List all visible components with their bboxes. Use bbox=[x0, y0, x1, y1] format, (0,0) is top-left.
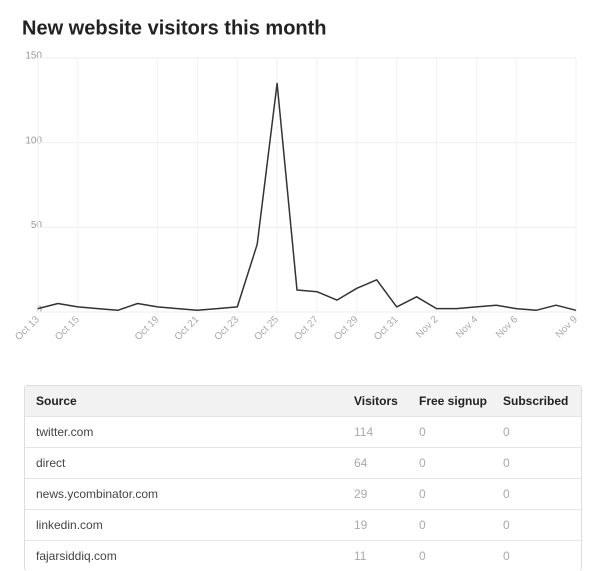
table-cell: 0 bbox=[503, 425, 510, 439]
x-tick-label: Oct 13 bbox=[13, 314, 42, 343]
column-header: Source bbox=[36, 394, 77, 408]
table-cell: 0 bbox=[503, 456, 510, 470]
table-header: Source Visitors Free signup Subscribed bbox=[25, 386, 581, 416]
table-row: twitter.com 114 0 0 bbox=[25, 416, 581, 447]
table-cell: 0 bbox=[419, 487, 426, 501]
x-tick-label: Oct 31 bbox=[372, 314, 401, 343]
table-cell: news.ycombinator.com bbox=[36, 487, 159, 501]
table-cell: 0 bbox=[419, 518, 426, 532]
table-cell: 114 bbox=[354, 425, 374, 439]
table-cell: linkedin.com bbox=[36, 518, 103, 532]
x-tick-label: Nov 4 bbox=[454, 314, 481, 341]
table-row: direct 64 0 0 bbox=[25, 447, 581, 478]
column-header: Free signup bbox=[419, 394, 488, 408]
x-tick-label: Oct 15 bbox=[53, 314, 82, 343]
x-tick-label: Oct 29 bbox=[332, 314, 361, 343]
y-tick-label: 150 bbox=[25, 51, 42, 62]
y-tick-label: 50 bbox=[31, 220, 43, 231]
x-tick-label: Nov 6 bbox=[494, 314, 521, 341]
table-cell: 0 bbox=[503, 487, 510, 501]
table-cell: 29 bbox=[354, 487, 368, 501]
x-tick-label: Oct 25 bbox=[252, 314, 281, 343]
table-cell: fajarsiddiq.com bbox=[36, 549, 117, 563]
table-cell: 19 bbox=[354, 518, 368, 532]
table-cell: 0 bbox=[419, 549, 426, 563]
table-cell: 0 bbox=[503, 549, 510, 563]
line bbox=[37, 82, 577, 312]
column-header: Visitors bbox=[354, 394, 398, 408]
table: Source Visitors Free signup Subscribed twitt… bbox=[24, 385, 582, 571]
table-cell: direct bbox=[36, 456, 66, 470]
table-row: fajarsiddiq.com 11 0 0 bbox=[25, 540, 581, 571]
x-tick-label: Oct 27 bbox=[292, 314, 321, 343]
x-tick-label: Oct 23 bbox=[213, 314, 242, 343]
x-tick-label: Nov 2 bbox=[414, 314, 441, 341]
table-cell: 0 bbox=[419, 425, 426, 439]
table-cell: twitter.com bbox=[36, 425, 94, 439]
x-tick-label: Oct 21 bbox=[173, 314, 202, 343]
x-tick-label: Oct 19 bbox=[133, 314, 162, 343]
table-cell: 0 bbox=[503, 518, 510, 532]
table-cell: 64 bbox=[354, 456, 368, 470]
table-row: news.ycombinator.com 29 0 0 bbox=[25, 478, 581, 509]
table-cell: 0 bbox=[419, 456, 426, 470]
column-header: Subscribed bbox=[503, 394, 569, 408]
chart: New website visitors this month 0 50 100 15… bbox=[13, 17, 581, 343]
y-tick-label: 100 bbox=[25, 135, 42, 146]
x-tick-label: Nov 9 bbox=[554, 314, 581, 341]
table-row: linkedin.com 19 0 0 bbox=[25, 509, 581, 540]
y-tick-label: 0 bbox=[36, 305, 42, 316]
table-cell: 11 bbox=[354, 549, 367, 563]
chart-title: New website visitors this month bbox=[22, 17, 327, 39]
